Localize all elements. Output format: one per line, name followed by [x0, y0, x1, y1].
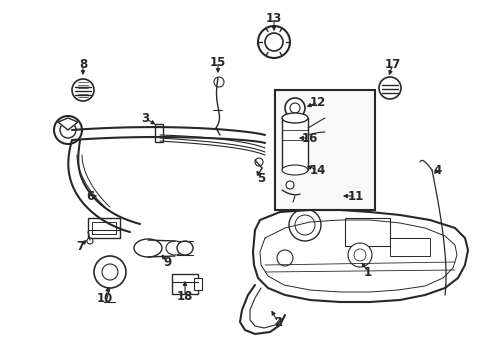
Circle shape	[288, 209, 320, 241]
Text: 7: 7	[76, 239, 84, 252]
Ellipse shape	[282, 113, 307, 123]
Text: 14: 14	[309, 163, 325, 176]
Bar	[155, 124, 163, 142]
Text: 5: 5	[256, 171, 264, 185]
Text: 11: 11	[347, 189, 364, 202]
Bar	[274, 90, 374, 210]
Circle shape	[60, 122, 76, 138]
Bar	[345, 218, 389, 246]
Text: 8: 8	[79, 58, 87, 71]
Text: 6: 6	[86, 189, 94, 202]
Text: 12: 12	[309, 95, 325, 108]
Text: 10: 10	[97, 292, 113, 305]
Bar	[88, 218, 120, 238]
Circle shape	[276, 250, 292, 266]
Text: 3: 3	[141, 112, 149, 125]
Text: 18: 18	[177, 289, 193, 302]
Circle shape	[254, 158, 263, 166]
Circle shape	[285, 181, 293, 189]
Text: 4: 4	[433, 163, 441, 176]
Circle shape	[407, 241, 421, 255]
Text: 17: 17	[384, 58, 400, 71]
Text: 9: 9	[163, 256, 171, 269]
Text: 15: 15	[209, 55, 226, 68]
Ellipse shape	[177, 241, 193, 255]
Bar	[282, 118, 307, 170]
Circle shape	[378, 77, 400, 99]
Circle shape	[72, 79, 94, 101]
Circle shape	[353, 249, 365, 261]
Circle shape	[347, 243, 371, 267]
Circle shape	[289, 103, 299, 113]
Text: 1: 1	[363, 266, 371, 279]
Ellipse shape	[282, 165, 307, 175]
Circle shape	[102, 264, 118, 280]
Ellipse shape	[165, 241, 183, 255]
Circle shape	[54, 116, 82, 144]
Bar	[194, 278, 202, 290]
Circle shape	[94, 256, 126, 288]
Polygon shape	[58, 118, 78, 130]
Circle shape	[258, 26, 289, 58]
Circle shape	[264, 33, 283, 51]
Bar	[389, 238, 429, 256]
Text: 2: 2	[273, 315, 282, 328]
Ellipse shape	[134, 239, 162, 257]
Text: 16: 16	[301, 131, 318, 144]
Text: 13: 13	[265, 12, 282, 24]
Circle shape	[87, 238, 93, 244]
Circle shape	[214, 77, 224, 87]
Circle shape	[294, 215, 314, 235]
Bar	[92, 222, 116, 234]
Bar	[172, 274, 198, 294]
Circle shape	[285, 98, 305, 118]
